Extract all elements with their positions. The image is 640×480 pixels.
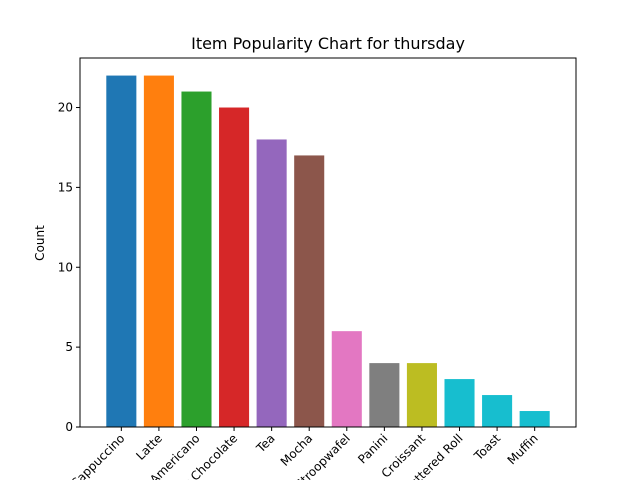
bar-8	[406, 363, 437, 427]
x-tick-label: Tea	[253, 431, 278, 456]
x-tick-label: Toast	[471, 431, 504, 464]
y-tick-label: 20	[58, 101, 73, 115]
bar-1	[143, 75, 174, 428]
x-tick-label: Muffin	[505, 431, 541, 467]
bars-layer	[106, 75, 550, 428]
axes-frame	[79, 57, 577, 428]
x-tick-label: Panini	[355, 431, 390, 466]
bar-10	[482, 395, 513, 427]
y-axis-label: Count	[33, 225, 47, 261]
bar-2	[181, 91, 212, 427]
bar-3	[219, 107, 250, 428]
bar-0	[106, 75, 137, 428]
x-tick-label: Latte	[133, 431, 165, 463]
bar-4	[256, 139, 287, 427]
y-axis-ticks: 0 5 10 15 20	[58, 101, 80, 434]
bar-9	[444, 379, 475, 427]
bar-11	[519, 411, 550, 427]
y-tick-label: 5	[65, 340, 73, 354]
y-tick-label: 15	[58, 180, 73, 194]
chart-title: Item Popularity Chart for thursday	[191, 34, 465, 53]
bar-6	[331, 331, 362, 427]
bar-5	[294, 155, 325, 427]
y-tick-label: 0	[65, 420, 73, 434]
y-tick-label: 10	[58, 260, 73, 274]
x-tick-label: Cappuccino	[68, 431, 127, 480]
bar-7	[369, 363, 400, 427]
